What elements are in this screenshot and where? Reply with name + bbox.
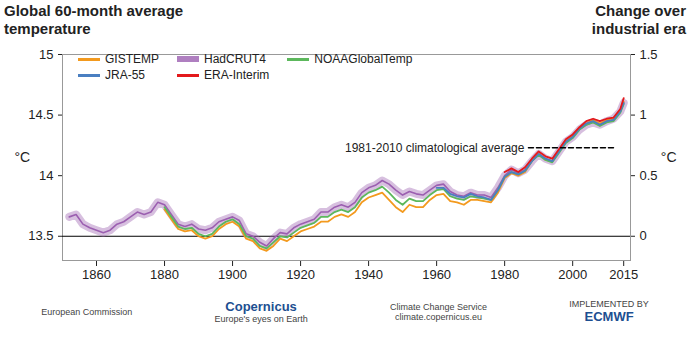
- html-text:ERA-Interim: ERA-Interim: [204, 68, 270, 82]
- svg-text:13.5: 13.5: [28, 228, 53, 243]
- html-text:JRA-55: JRA-55: [105, 68, 145, 82]
- svg-text:2000: 2000: [558, 267, 587, 282]
- html-text:Change over industrial era: Change over industrial era: [591, 2, 686, 37]
- html-text:ECMWF: ECMWF: [584, 309, 634, 324]
- html-text:Copernicus: Copernicus: [225, 299, 297, 314]
- html-text:Global 60-month average temper: Global 60-month average temperature: [4, 2, 184, 37]
- svg-text:14: 14: [39, 168, 53, 183]
- svg-text:1.5: 1.5: [640, 47, 658, 62]
- svg-text:1880: 1880: [150, 267, 179, 282]
- html-text:Climate Change Service: Climate Change Service: [390, 301, 487, 312]
- html-text:European Commission: European Commission: [41, 306, 133, 317]
- svg-text:1900: 1900: [218, 267, 247, 282]
- svg-text:15: 15: [39, 47, 53, 62]
- svg-text:0: 0: [640, 228, 647, 243]
- svg-text:0.5: 0.5: [640, 168, 658, 183]
- svg-text:1980: 1980: [490, 267, 519, 282]
- svg-text:2015: 2015: [609, 267, 638, 282]
- html-text:Europe's eyes on Earth: Europe's eyes on Earth: [214, 314, 308, 324]
- svg-text:°C: °C: [15, 149, 31, 165]
- svg-text:1: 1: [640, 107, 647, 122]
- svg-text:1960: 1960: [422, 267, 451, 282]
- html-text:GISTEMP: GISTEMP: [105, 52, 159, 66]
- html-text:NOAAGlobalTemp: NOAAGlobalTemp: [314, 52, 413, 66]
- svg-text:1940: 1940: [354, 267, 383, 282]
- html-text:climate.copernicus.eu: climate.copernicus.eu: [395, 311, 482, 322]
- svg-text:1860: 1860: [82, 267, 111, 282]
- html-text:IMPLEMENTED BY: IMPLEMENTED BY: [569, 299, 649, 309]
- svg-text:1981-2010 climatological avera: 1981-2010 climatological average: [345, 141, 525, 155]
- html-text:HadCRUT4: HadCRUT4: [204, 52, 266, 66]
- svg-text:°C: °C: [661, 149, 677, 165]
- svg-text:14.5: 14.5: [28, 107, 53, 122]
- svg-text:1920: 1920: [286, 267, 315, 282]
